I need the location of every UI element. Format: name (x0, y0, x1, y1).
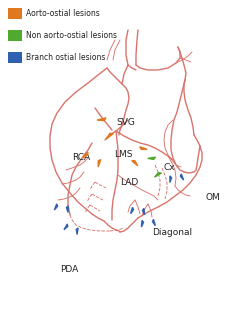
FancyBboxPatch shape (8, 30, 22, 41)
Polygon shape (131, 207, 134, 214)
Polygon shape (132, 161, 138, 166)
Polygon shape (180, 174, 184, 180)
Polygon shape (64, 224, 68, 230)
Polygon shape (83, 152, 88, 158)
Polygon shape (170, 176, 172, 182)
Polygon shape (106, 133, 114, 139)
Polygon shape (153, 219, 155, 226)
Text: Diagonal: Diagonal (152, 228, 192, 237)
Polygon shape (97, 118, 106, 121)
Text: Branch ostial lesions: Branch ostial lesions (26, 53, 105, 62)
Text: PDA: PDA (60, 265, 78, 274)
Text: LAD: LAD (120, 178, 138, 187)
Polygon shape (143, 208, 145, 215)
Text: Cx: Cx (163, 163, 175, 172)
Polygon shape (76, 228, 78, 234)
FancyBboxPatch shape (8, 8, 22, 19)
Text: SVG: SVG (116, 118, 135, 127)
Polygon shape (148, 157, 156, 159)
Text: LMS: LMS (114, 150, 133, 159)
Text: Aorto-ostial lesions: Aorto-ostial lesions (26, 9, 100, 18)
Polygon shape (54, 204, 58, 210)
Text: OM: OM (205, 193, 220, 202)
Polygon shape (98, 159, 101, 167)
Polygon shape (140, 147, 147, 149)
Polygon shape (154, 173, 161, 177)
FancyBboxPatch shape (8, 52, 22, 63)
Polygon shape (141, 220, 144, 227)
Polygon shape (66, 206, 68, 213)
Text: Non aorto-ostial lesions: Non aorto-ostial lesions (26, 31, 117, 40)
Text: RCA: RCA (72, 153, 90, 162)
